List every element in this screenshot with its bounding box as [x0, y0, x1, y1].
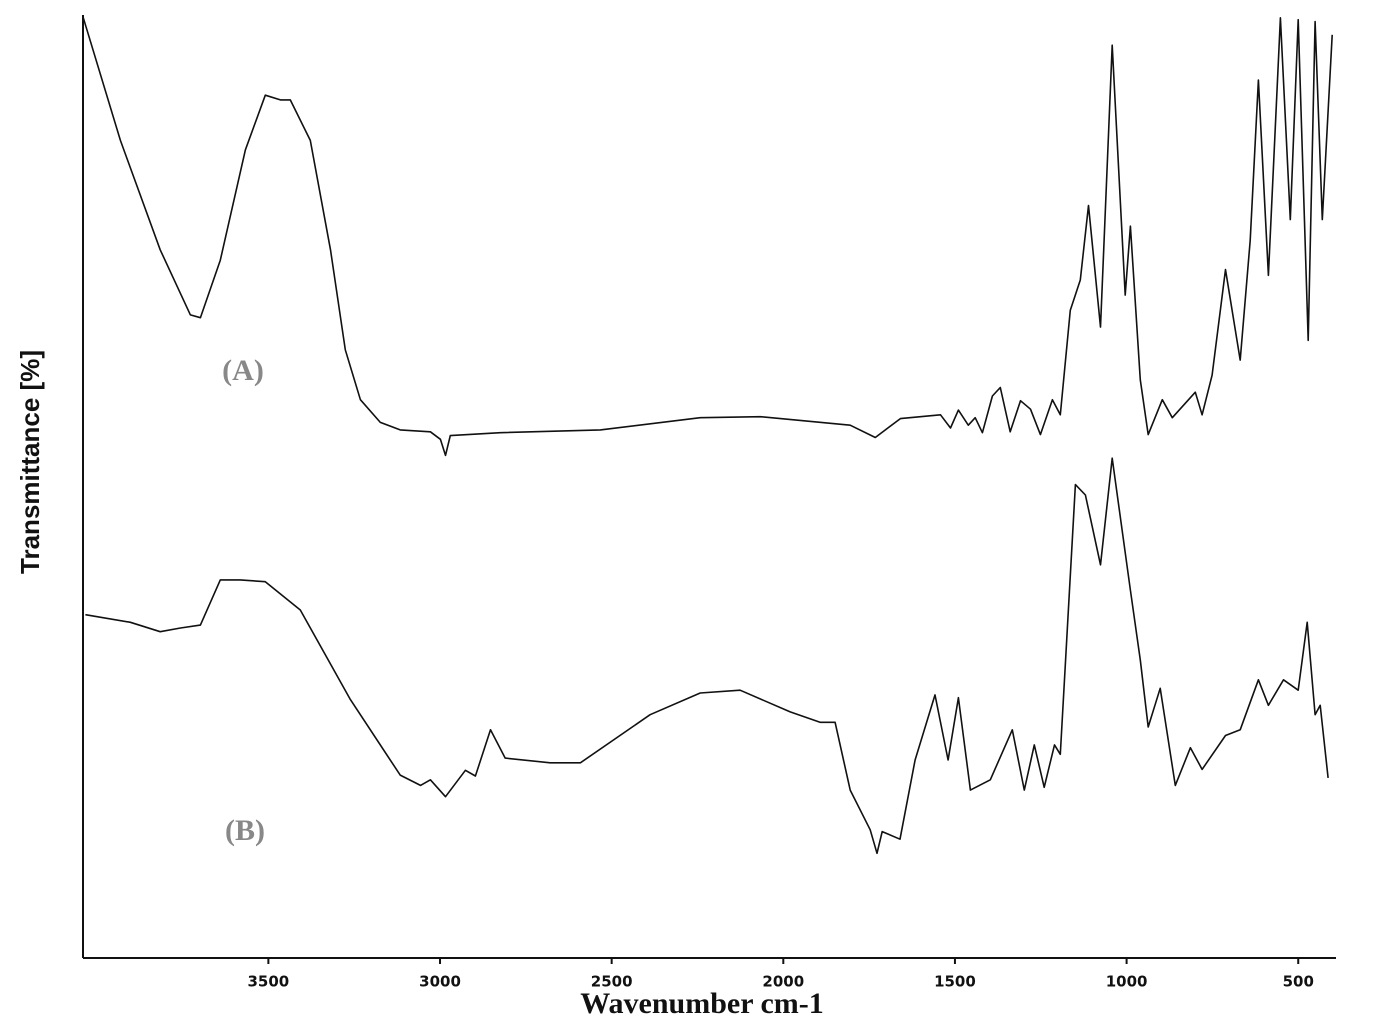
x-tick-label: 500 [1283, 973, 1314, 991]
y-axis-label: Transmittance [%] [15, 350, 45, 574]
series-label: (B) [225, 814, 265, 847]
x-axis-label: Wavenumber cm-1 [580, 987, 824, 1020]
series-label: (A) [222, 354, 264, 387]
x-tick-label: 2000 [762, 973, 804, 991]
spectrum-line [82, 17, 1333, 457]
x-tick-label: 1500 [934, 973, 976, 991]
x-tick-label: 3500 [248, 973, 290, 991]
x-tick-label: 3000 [419, 973, 461, 991]
x-tick-label: 2500 [591, 973, 633, 991]
spectrum-line [85, 457, 1329, 855]
x-tick-label: 1000 [1106, 973, 1148, 991]
